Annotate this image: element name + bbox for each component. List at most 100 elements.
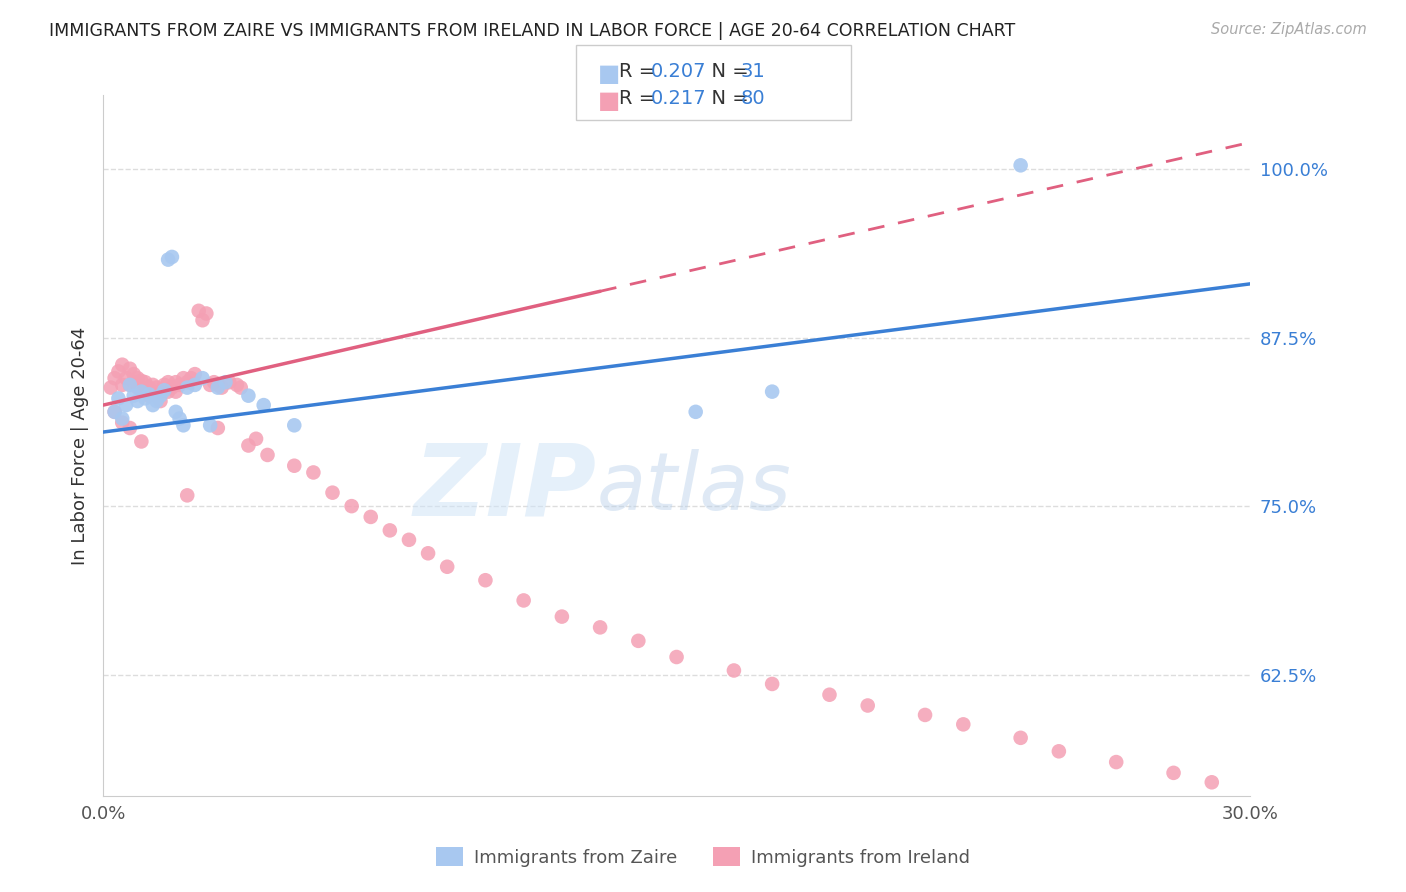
Point	[761, 384, 783, 399]
Point	[131, 384, 153, 399]
Point	[127, 371, 149, 385]
Point	[184, 367, 207, 381]
Point	[142, 378, 165, 392]
Point	[207, 421, 229, 435]
Text: ■: ■	[598, 89, 620, 113]
Point	[157, 375, 180, 389]
Point	[149, 394, 172, 409]
Point	[176, 375, 198, 389]
Point	[111, 378, 134, 392]
Point	[180, 371, 202, 385]
Text: 80: 80	[741, 89, 766, 108]
Text: 0.207: 0.207	[651, 62, 706, 81]
Point	[551, 609, 574, 624]
Point	[127, 394, 149, 409]
Point	[104, 405, 127, 419]
Point	[134, 384, 156, 399]
Point	[122, 367, 145, 381]
Point	[131, 434, 153, 449]
Point	[589, 620, 612, 634]
Point	[169, 411, 191, 425]
Point	[100, 381, 122, 395]
Point	[1105, 755, 1128, 769]
Point	[191, 313, 214, 327]
Point	[172, 371, 194, 385]
Point	[378, 524, 401, 538]
Point	[302, 466, 325, 480]
Point	[169, 378, 191, 392]
Text: R =: R =	[619, 62, 661, 81]
Point	[160, 381, 183, 395]
Point	[176, 488, 198, 502]
Point	[202, 375, 225, 389]
Point	[818, 688, 841, 702]
Point	[398, 533, 420, 547]
Text: IMMIGRANTS FROM ZAIRE VS IMMIGRANTS FROM IRELAND IN LABOR FORCE | AGE 20-64 CORR: IMMIGRANTS FROM ZAIRE VS IMMIGRANTS FROM…	[49, 22, 1015, 40]
Point	[211, 381, 233, 395]
Point	[198, 378, 221, 392]
Point	[360, 509, 382, 524]
Point	[118, 378, 141, 392]
Point	[191, 371, 214, 385]
Point	[111, 411, 134, 425]
Point	[145, 389, 167, 403]
Point	[184, 378, 207, 392]
Point	[238, 389, 260, 403]
Point	[138, 389, 160, 403]
Point	[245, 432, 267, 446]
Point	[187, 303, 209, 318]
Point	[665, 650, 688, 665]
Point	[127, 381, 149, 395]
Text: 31: 31	[741, 62, 766, 81]
Point	[761, 677, 783, 691]
Point	[145, 394, 167, 409]
Text: Source: ZipAtlas.com: Source: ZipAtlas.com	[1211, 22, 1367, 37]
Point	[253, 398, 276, 412]
Point	[1163, 765, 1185, 780]
Point	[131, 374, 153, 388]
Point	[111, 416, 134, 430]
Point	[138, 387, 160, 401]
Point	[914, 707, 936, 722]
Point	[153, 384, 176, 398]
Point	[149, 384, 172, 399]
Point	[723, 664, 745, 678]
Point	[283, 458, 305, 473]
Point	[165, 384, 187, 399]
Point	[157, 384, 180, 399]
Point	[1010, 731, 1032, 745]
Point	[256, 448, 278, 462]
Text: 0.217: 0.217	[651, 89, 707, 108]
Point	[142, 398, 165, 412]
Point	[474, 573, 496, 587]
Point	[115, 398, 138, 412]
Point	[157, 252, 180, 267]
Point	[165, 375, 187, 389]
Point	[512, 593, 534, 607]
Point	[149, 389, 172, 403]
Point	[952, 717, 974, 731]
Point	[416, 546, 439, 560]
Point	[138, 381, 160, 395]
Point	[165, 405, 187, 419]
Point	[118, 378, 141, 392]
Point	[131, 381, 153, 395]
Point	[218, 375, 240, 389]
Point	[207, 378, 229, 392]
Point	[436, 559, 458, 574]
Point	[134, 375, 156, 389]
Y-axis label: In Labor Force | Age 20-64: In Labor Force | Age 20-64	[72, 326, 89, 565]
Legend: Immigrants from Zaire, Immigrants from Ireland: Immigrants from Zaire, Immigrants from I…	[429, 840, 977, 874]
Point	[107, 392, 129, 406]
Text: atlas: atlas	[596, 449, 792, 526]
Point	[142, 384, 165, 399]
Point	[856, 698, 879, 713]
Point	[107, 364, 129, 378]
Point	[104, 405, 127, 419]
Point	[1047, 744, 1070, 758]
Text: N =: N =	[699, 89, 755, 108]
Point	[1010, 158, 1032, 172]
Point	[1201, 775, 1223, 789]
Point	[122, 375, 145, 389]
Text: ZIP: ZIP	[413, 439, 596, 536]
